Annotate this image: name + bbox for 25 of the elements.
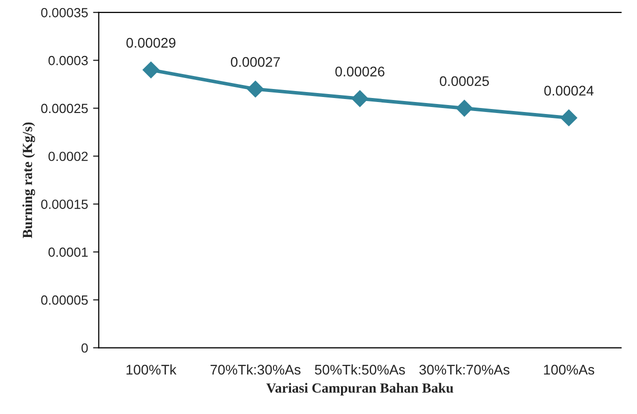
y-tick-label: 0.00025	[41, 104, 88, 114]
point	[142, 62, 160, 78]
data-label: 0.00027	[230, 57, 280, 67]
data-label: 0.00026	[335, 66, 384, 76]
y-tick-label: 0.0003	[48, 56, 88, 66]
x-tick-label: 100%As	[544, 364, 594, 375]
point	[560, 109, 578, 126]
data-label: 0.00025	[440, 76, 489, 86]
y-axis-title: Burning rate (Kg/s)	[22, 122, 36, 238]
y-tick-label: 0.00015	[41, 200, 88, 209]
point	[456, 100, 473, 117]
x-tick-label: 30%Tk:70%As	[419, 364, 510, 375]
y-tick-label: 0	[81, 343, 88, 353]
x-tick-label: 50%Tk:50%As	[314, 364, 405, 375]
data-label: 0.00029	[126, 38, 176, 48]
data-label: 0.00024	[544, 86, 594, 96]
point	[247, 80, 264, 98]
y-tick-label: 0.00005	[41, 295, 88, 305]
x-axis-title: Variasi Campuran Bahan Baku	[266, 382, 454, 396]
x-tick-label: 100%Tk	[126, 364, 176, 375]
x-tick-label: 70%Tk:30%As	[210, 364, 300, 375]
point	[352, 90, 368, 108]
y-tick-label: 0.00035	[41, 8, 88, 18]
y-tick-label: 0.0002	[48, 152, 88, 162]
y-tick-label: 0.0001	[48, 248, 88, 257]
